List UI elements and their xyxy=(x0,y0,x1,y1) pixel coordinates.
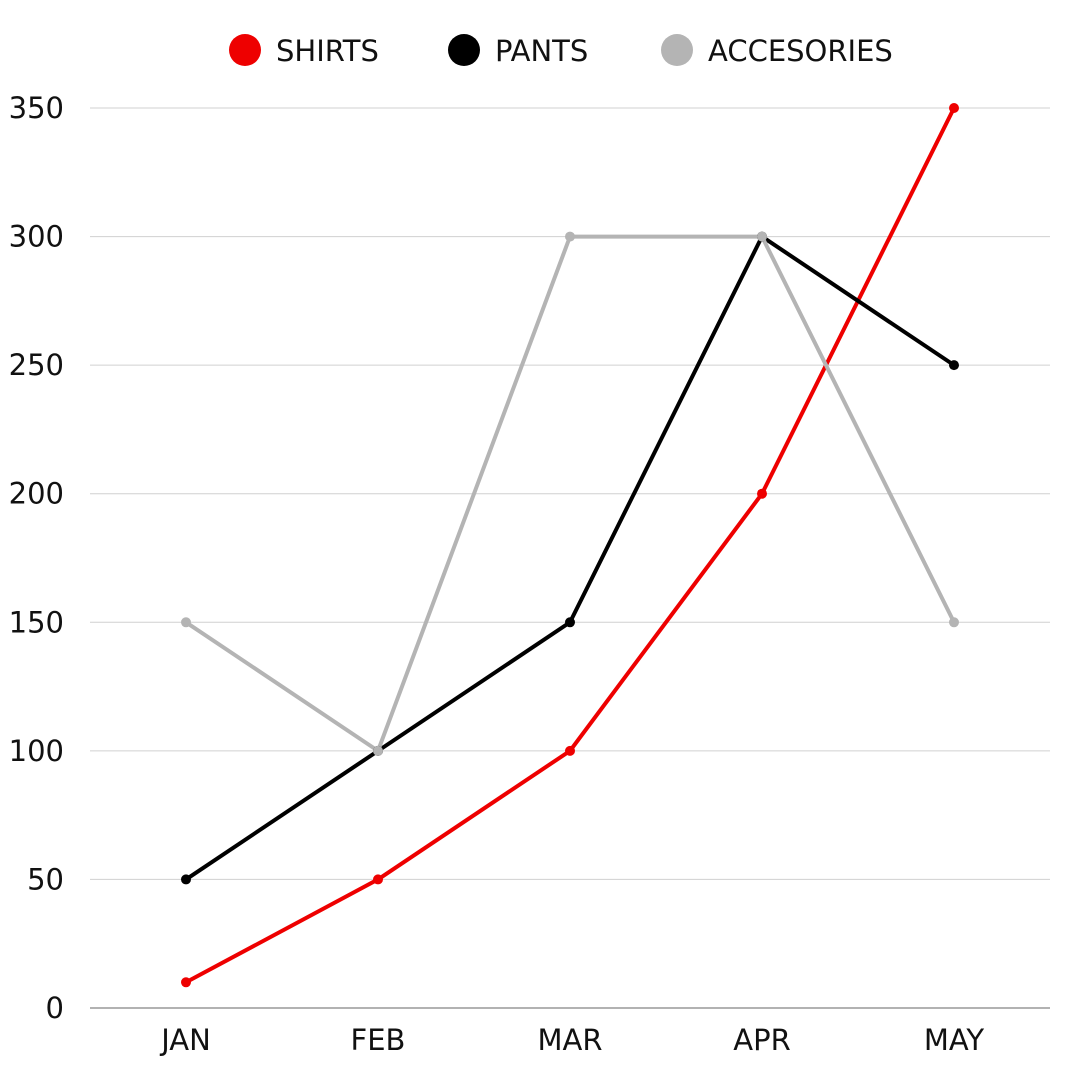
legend-swatch xyxy=(229,34,261,66)
y-tick-label: 50 xyxy=(27,862,64,896)
legend-label: PANTS xyxy=(495,34,588,68)
data-point-shirts-feb xyxy=(373,874,383,885)
series-line-pants xyxy=(184,233,956,882)
x-tick-label-mar: MAR xyxy=(537,1023,602,1057)
data-point-accesories-feb xyxy=(373,745,383,756)
data-point-accesories-may xyxy=(949,617,959,628)
legend-swatch xyxy=(448,34,480,66)
y-tick-label: 150 xyxy=(9,605,64,639)
y-tick-label: 100 xyxy=(9,734,64,768)
legend-item-pants: PANTS xyxy=(448,34,588,68)
data-point-accesories-apr xyxy=(757,231,767,242)
data-point-accesories-mar xyxy=(565,231,575,242)
data-point-shirts-apr xyxy=(757,488,767,499)
legend-swatch xyxy=(661,34,693,66)
x-axis: JAN FEB MAR APR MAY xyxy=(159,1023,984,1057)
legend: SHIRTS PANTS ACCESORIES xyxy=(229,34,893,68)
x-tick-label-apr: APR xyxy=(733,1023,790,1057)
x-tick-label-jan: JAN xyxy=(159,1023,211,1057)
y-tick-label: 350 xyxy=(9,91,64,125)
y-tick-label: 0 xyxy=(46,991,64,1025)
data-point-shirts-jan xyxy=(181,977,191,988)
legend-item-shirts: SHIRTS xyxy=(229,34,379,68)
legend-label: ACCESORIES xyxy=(708,34,893,68)
y-axis: 0 50 100 150 200 250 300 350 xyxy=(9,91,64,1025)
series-points xyxy=(181,103,959,988)
x-tick-label-feb: FEB xyxy=(351,1023,406,1057)
y-tick-label: 200 xyxy=(9,477,64,511)
data-point-pants-may xyxy=(949,360,959,371)
y-tick-label: 300 xyxy=(9,220,64,254)
data-point-shirts-mar xyxy=(565,745,575,756)
data-point-accesories-jan xyxy=(181,617,191,628)
y-tick-label: 250 xyxy=(9,348,64,382)
data-point-pants-jan xyxy=(181,874,191,885)
data-point-pants-mar xyxy=(565,617,575,628)
x-tick-label-may: MAY xyxy=(924,1023,985,1057)
gridlines xyxy=(90,107,1050,1009)
legend-label: SHIRTS xyxy=(276,34,379,68)
data-point-shirts-may xyxy=(949,103,959,113)
legend-item-accesories: ACCESORIES xyxy=(661,34,893,68)
